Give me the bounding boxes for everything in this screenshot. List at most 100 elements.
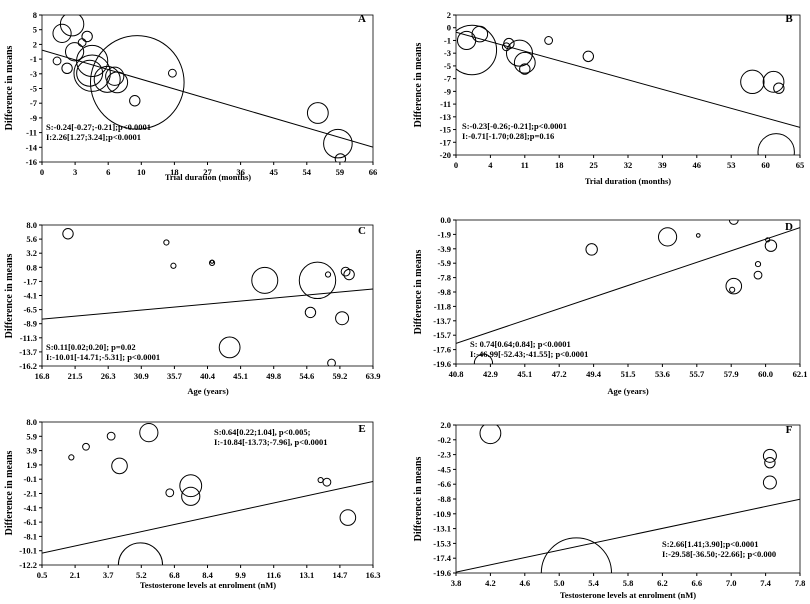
x-axis-label: Testosterone levels at enrolment (nM) (560, 590, 696, 600)
y-tick-label: -19.6 (433, 359, 451, 369)
data-point-bubble (117, 542, 164, 565)
y-tick-label: 2.0 (440, 420, 451, 430)
y-tick-label: -16 (26, 157, 37, 167)
data-point-bubble (106, 431, 116, 441)
x-tick-label: 57.9 (724, 369, 739, 379)
points-group (456, 24, 800, 155)
data-point-bubble (324, 271, 332, 278)
data-point-bubble (764, 239, 778, 252)
data-point-bubble (762, 70, 785, 93)
data-point-bubble (327, 358, 336, 366)
y-tick-label: 5.6 (26, 234, 37, 244)
x-tick-label: 4.6 (519, 578, 530, 588)
stats-annotation: S:0.11[0.02;0.20]; p=0.02 (46, 342, 136, 352)
y-tick-label: -10.9 (433, 509, 451, 519)
y-tick-label: 5 (33, 25, 37, 35)
stats-annotation: I:-0.71[-1.70;0.28];p=0.16 (462, 131, 554, 141)
data-point-bubble (76, 44, 109, 78)
x-tick-label: 3 (73, 167, 77, 177)
x-tick-label: 59.2 (332, 371, 347, 381)
data-point-bubble (64, 42, 85, 62)
x-axis-label: Testosterone levels at enrolment (nM) (140, 580, 276, 590)
y-tick-label: -8.1 (24, 531, 37, 541)
data-point-bubble (52, 56, 62, 66)
data-point-bubble (339, 509, 357, 526)
x-axis-label: Trial duration (months) (165, 172, 251, 182)
data-point-bubble (61, 62, 73, 74)
x-tick-label: 26.3 (101, 371, 116, 381)
data-point-bubble (695, 233, 701, 238)
x-tick-label: 7.4 (760, 578, 771, 588)
x-tick-label: 7.8 (795, 578, 806, 588)
y-tick-label: 2 (33, 39, 37, 49)
data-point-bubble (59, 15, 85, 37)
data-point-bubble (585, 243, 598, 256)
x-tick-label: 39 (658, 160, 667, 170)
x-tick-label: 6 (106, 167, 110, 177)
x-tick-label: 40.8 (449, 369, 464, 379)
y-tick-label: 8 (33, 10, 37, 20)
data-point-bubble (111, 457, 128, 475)
y-tick-label: -2.1 (24, 489, 37, 499)
y-tick-label: -14 (26, 142, 38, 152)
regression-line (456, 227, 800, 344)
y-tick-label: -7 (30, 98, 38, 108)
y-tick-label: -10.1 (19, 546, 37, 556)
y-tick-label: -13.1 (433, 524, 451, 534)
x-tick-label: 47.2 (552, 369, 567, 379)
y-tick-label: -17.4 (433, 553, 451, 563)
data-point-bubble (170, 262, 177, 269)
chart-panel-e: 0.5 2.1 3.7 5.2 6.8 8.4 9.9 11.6 13.1 14.7 16.3 8.0… (4, 417, 380, 590)
data-point-bubble (317, 476, 324, 484)
x-tick-label: 4.2 (485, 578, 496, 588)
y-tick-label: -11.3 (20, 333, 37, 343)
y-tick-label: -3 (444, 48, 451, 58)
x-tick-label: 60 (761, 160, 770, 170)
y-tick-label: -7 (444, 74, 452, 84)
y-tick-label: -15 (440, 125, 451, 135)
panel-label: A (358, 13, 366, 25)
stats-annotation: S:-0.23[-0.26;-0.21];p<0.0001 (462, 121, 567, 131)
points-group (456, 425, 800, 573)
x-tick-label: 49.8 (266, 371, 281, 381)
x-tick-label: 65 (796, 160, 805, 170)
y-tick-label: -15.3 (433, 538, 451, 548)
x-tick-label: 54.6 (299, 371, 314, 381)
panel-label: E (358, 423, 365, 435)
points-group (42, 15, 373, 162)
data-point-bubble (340, 266, 351, 277)
data-point-bubble (62, 228, 74, 240)
x-tick-label: 59 (336, 167, 345, 177)
data-point-bubble (764, 456, 776, 469)
regression-line (42, 288, 373, 320)
y-axis-label: Difference in means (4, 450, 15, 535)
y-tick-label: -1.9 (438, 229, 451, 239)
y-tick-label: -17.6 (433, 345, 451, 355)
data-point-bubble (106, 71, 129, 94)
data-point-bubble (762, 475, 777, 490)
x-tick-label: 6.6 (691, 578, 702, 588)
y-tick-label: 0 (447, 23, 451, 33)
y-tick-label: -16.2 (19, 361, 37, 371)
x-tick-label: 62.1 (793, 369, 808, 379)
x-tick-label: 45.1 (233, 371, 248, 381)
x-tick-label: 0 (454, 160, 458, 170)
data-point-bubble (139, 423, 159, 443)
data-point-bubble (218, 336, 241, 359)
points-group (42, 228, 373, 366)
y-tick-label: -5.9 (438, 258, 451, 268)
y-tick-label: -8.9 (24, 319, 37, 329)
y-tick-label: -19.6 (433, 568, 451, 578)
chart-panel-d: 40.8 42.9 45.1 47.2 49.4 51.5 53.6 55.7 57.9 60.0… (413, 215, 807, 396)
x-tick-label: 49.4 (586, 369, 602, 379)
x-tick-label: 46 (693, 160, 702, 170)
x-tick-label: 53.6 (655, 369, 670, 379)
data-point-bubble (73, 54, 111, 92)
x-tick-label: 6.8 (169, 570, 180, 580)
x-tick-label: 27 (203, 167, 212, 177)
data-point-bubble (456, 30, 477, 51)
data-point-bubble (81, 30, 93, 43)
y-tick-label: -3.9 (438, 244, 451, 254)
chart-panel-a: 0 3 6 10 18 27 36 45 54 59 66852-1-3-5-7-9-11-14-1… (4, 10, 377, 182)
data-point-bubble (762, 448, 777, 463)
